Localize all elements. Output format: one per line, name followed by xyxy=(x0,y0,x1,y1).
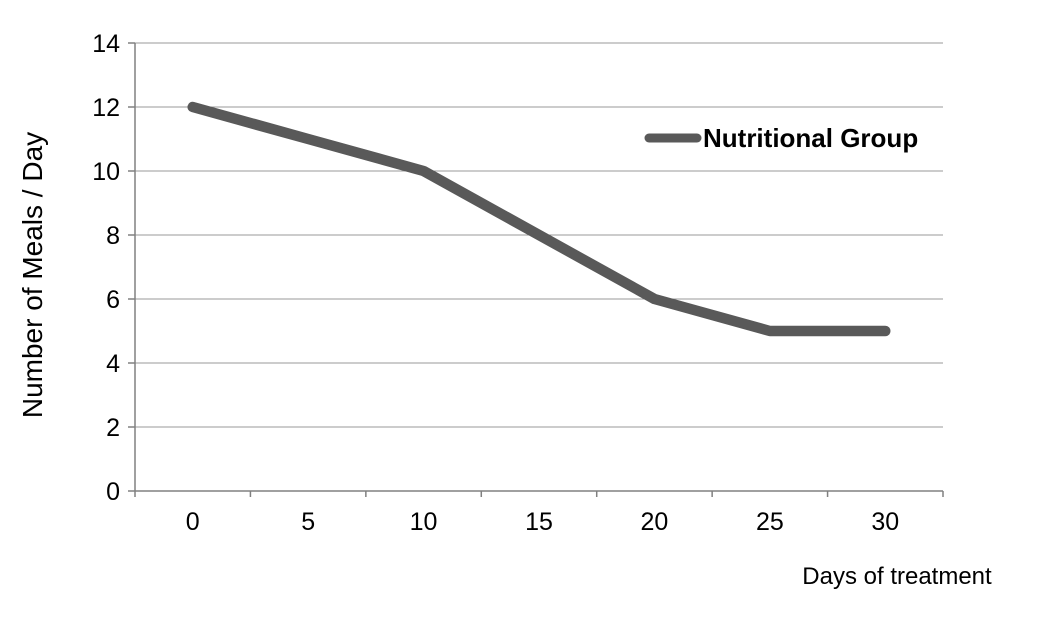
y-tick-label-4: 4 xyxy=(106,350,120,378)
x-tick-label-5: 5 xyxy=(301,508,315,536)
y-tick-label-10: 10 xyxy=(92,158,120,186)
tick-labels: 0 2 4 6 8 10 12 14 0 5 10 15 20 25 30 xyxy=(92,30,899,536)
x-tick-label-15: 15 xyxy=(525,508,553,536)
x-axis-title: Days of treatment xyxy=(802,563,992,590)
y-axis-title: Number of Meals / Day xyxy=(17,132,48,418)
x-tick-label-10: 10 xyxy=(410,508,438,536)
axes xyxy=(128,42,944,497)
x-tick-label-25: 25 xyxy=(756,508,784,536)
series-line-nutritional-group xyxy=(187,101,891,337)
y-tick-label-14: 14 xyxy=(92,30,120,58)
y-tick-label-2: 2 xyxy=(106,414,120,442)
y-tick-label-12: 12 xyxy=(92,94,120,122)
y-tick-label-8: 8 xyxy=(106,222,120,250)
legend-label: Nutritional Group xyxy=(703,123,918,153)
gridlines xyxy=(135,42,943,428)
x-tick-label-30: 30 xyxy=(871,508,899,536)
x-tick-label-20: 20 xyxy=(641,508,669,536)
x-tick-label-0: 0 xyxy=(186,508,200,536)
y-tick-label-0: 0 xyxy=(106,478,120,506)
y-tick-label-6: 6 xyxy=(106,286,120,314)
legend: Nutritional Group xyxy=(644,123,918,153)
